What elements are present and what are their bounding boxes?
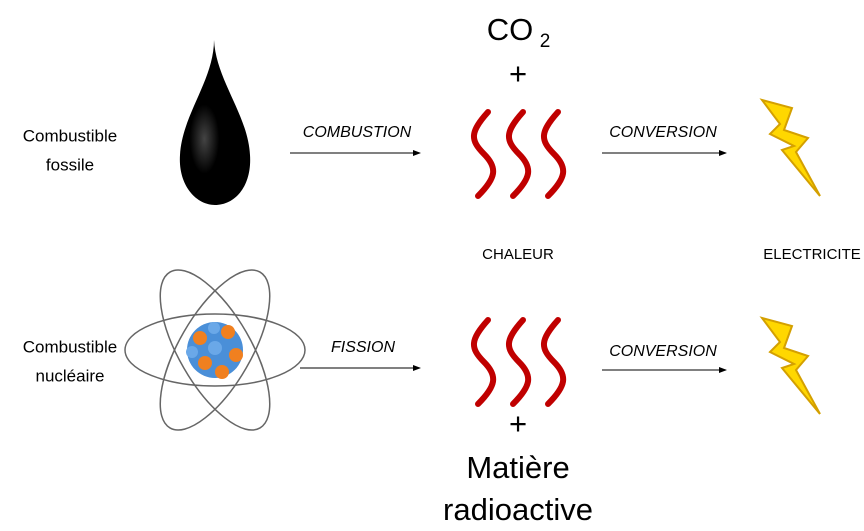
heat-label: CHALEUR bbox=[482, 246, 554, 263]
source-label: Combustible bbox=[23, 337, 118, 356]
source-label: nucléaire bbox=[36, 366, 105, 385]
co2-label: CO bbox=[487, 12, 534, 47]
plus: + bbox=[509, 406, 527, 441]
lightning-icon bbox=[762, 318, 820, 414]
waste-label: Matière bbox=[466, 450, 569, 485]
heat-icon bbox=[474, 320, 563, 404]
source-label: Combustible bbox=[23, 126, 118, 145]
conversion-label: CONVERSION bbox=[609, 124, 717, 141]
waste-label: radioactive bbox=[443, 492, 593, 527]
source-label: fossile bbox=[46, 155, 94, 174]
process-label: FISSION bbox=[331, 339, 395, 356]
electricity-label: ELECTRICITE bbox=[763, 246, 861, 263]
diagram: CO 2 + Combustible fossile COMBUSTION CO… bbox=[0, 0, 864, 531]
lightning-icon bbox=[762, 100, 820, 196]
heat-icon bbox=[474, 112, 563, 196]
co2-subscript: 2 bbox=[540, 31, 551, 52]
process-label: COMBUSTION bbox=[303, 124, 412, 141]
conversion-label: CONVERSION bbox=[609, 343, 717, 360]
oil-drop bbox=[180, 40, 250, 205]
plus: + bbox=[509, 56, 527, 91]
atom-icon bbox=[125, 254, 305, 446]
